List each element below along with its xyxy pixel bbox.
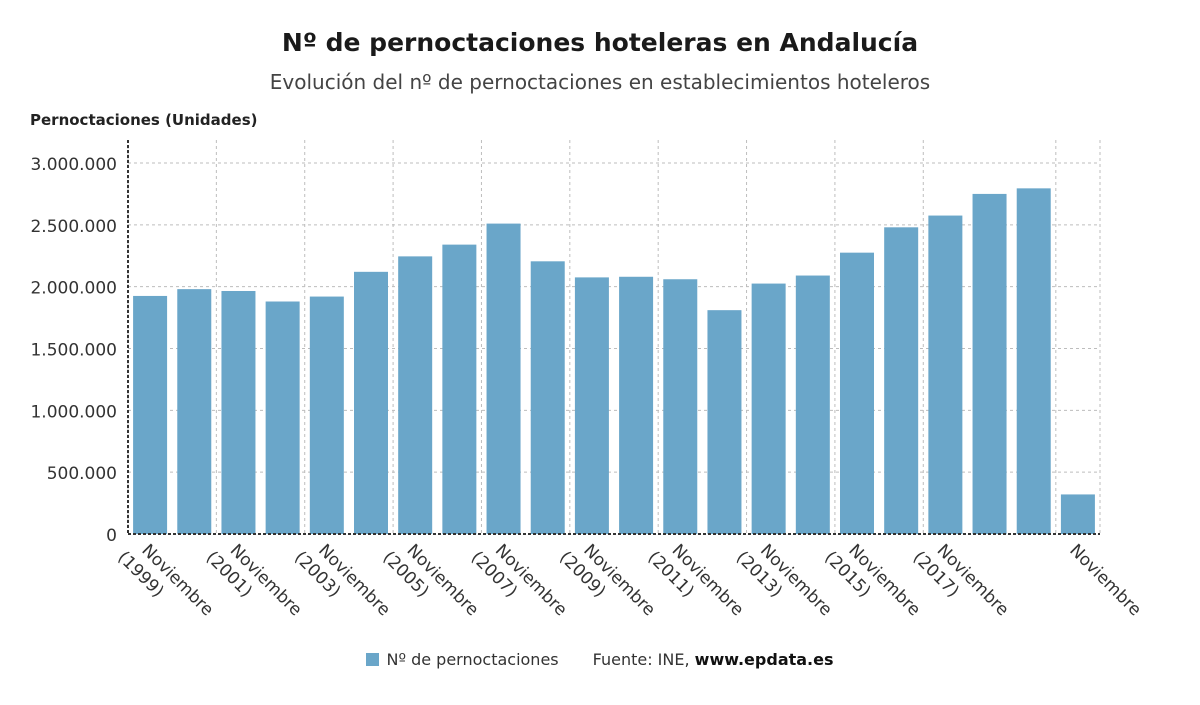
- y-tick-label: 500.000: [47, 464, 117, 484]
- y-tick-label: 2.000.000: [30, 279, 117, 299]
- x-tick-label: Noviembre(2013): [732, 540, 836, 620]
- y-tick-label: 1.000.000: [30, 402, 117, 422]
- bar: [663, 279, 698, 534]
- chart-title: Nº de pernoctaciones hoteleras en Andalu…: [281, 28, 919, 57]
- bar: [1016, 188, 1051, 534]
- x-tick-label: Noviembre(2015): [820, 540, 924, 620]
- x-tick-label: Noviembre(2011): [644, 540, 748, 620]
- y-axis-label: Pernoctaciones (Unidades): [30, 111, 258, 129]
- bar: [1060, 494, 1095, 534]
- source-prefix: Fuente: INE,: [592, 650, 690, 669]
- bar: [177, 289, 212, 534]
- bar: [265, 301, 300, 534]
- x-tick-label: Noviembre(2007): [467, 540, 571, 620]
- x-tick-labels: Noviembre(1999) Noviembre(2001) Noviembre(…: [113, 540, 1145, 620]
- bar: [398, 256, 433, 534]
- bar: [840, 252, 874, 535]
- x-tick-label: Noviembre(1999): [113, 540, 217, 620]
- y-tick-label: 0: [106, 526, 117, 546]
- y-tick-labels: 0 500.000 1.000.000 1.500.000 2.000.000 2.500…: [30, 155, 117, 546]
- x-tick-label: Noviembre(2005): [379, 540, 483, 620]
- bars: [133, 188, 1095, 535]
- x-tick-label: Noviembre(2017): [909, 540, 1013, 620]
- source-site: www.epdata.es: [694, 650, 834, 669]
- bar: [442, 244, 477, 534]
- bar: [486, 223, 521, 534]
- chart-subtitle: Evolución del nº de pernoctaciones en es…: [269, 70, 931, 94]
- legend-series-label: Nº de pernoctaciones: [386, 650, 559, 669]
- x-tick-label-line1: Noviembre: [1065, 540, 1145, 620]
- bar: [354, 271, 388, 534]
- y-tick-label: 2.500.000: [30, 217, 117, 237]
- y-tick-label: 3.000.000: [30, 155, 117, 175]
- bar: [707, 310, 742, 534]
- x-tick-label: Noviembre(2009): [555, 540, 659, 620]
- legend-swatch: [366, 653, 380, 666]
- legend: Nº de pernoctaciones Fuente: INE, www.epd…: [0, 650, 1200, 669]
- bar: [795, 275, 830, 534]
- x-tick-label: Noviembre(2003): [290, 540, 394, 620]
- x-tick-label: Noviembre(2001): [202, 540, 306, 620]
- bar: [309, 296, 344, 534]
- axes: [127, 140, 1100, 535]
- y-tick-label: 1.500.000: [30, 341, 117, 361]
- bar: [530, 261, 565, 534]
- bar: [751, 283, 786, 534]
- bar: [221, 290, 256, 534]
- bar: [133, 295, 168, 534]
- bar: [619, 276, 654, 534]
- bar: [928, 215, 963, 534]
- x-tick-label: Noviembre: [1065, 540, 1145, 620]
- bar: [574, 277, 609, 534]
- bar: [972, 193, 1007, 534]
- bar: [884, 227, 919, 534]
